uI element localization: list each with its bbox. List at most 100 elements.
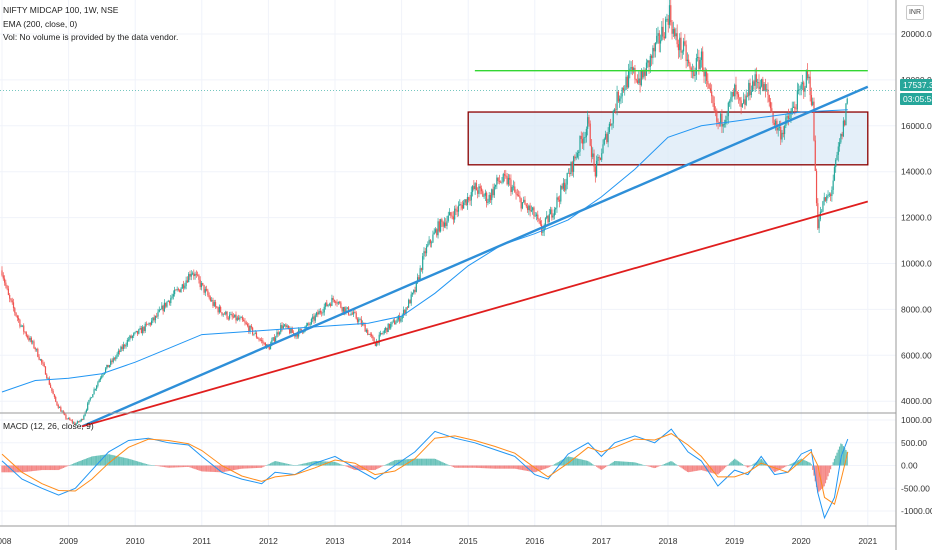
candle-body: [549, 209, 552, 215]
candle-body: [603, 138, 605, 145]
candle-body: [340, 302, 342, 308]
macd-histogram-bar: [753, 463, 755, 466]
candle-body: [616, 91, 618, 110]
macd-histogram-bar: [749, 465, 751, 467]
candle-body: [41, 359, 43, 363]
candle-body: [465, 199, 467, 206]
macd-histogram-bar: [385, 464, 387, 466]
macd-histogram-bar: [803, 459, 805, 466]
candle-body: [202, 282, 204, 285]
price-tick-label: 6000.00: [901, 350, 932, 360]
macd-histogram-bar: [790, 463, 792, 466]
macd-histogram-bar: [289, 464, 291, 466]
candle-body: [373, 338, 375, 344]
candle-body: [308, 323, 310, 325]
candle-body: [670, 5, 672, 23]
candle-body: [423, 251, 425, 257]
time-tick-label: 2014: [392, 536, 411, 546]
macd-histogram-bar: [461, 465, 463, 468]
candle-body: [649, 55, 651, 67]
candle-body: [634, 67, 636, 80]
candle-body: [594, 166, 596, 177]
macd-histogram-bar: [533, 465, 535, 473]
macd-histogram-bar: [184, 465, 186, 468]
candle-body: [778, 126, 781, 128]
macd-histogram-bar: [434, 458, 437, 466]
candle-body: [587, 117, 589, 129]
candle-body: [149, 322, 151, 325]
macd-histogram-bar: [455, 465, 457, 468]
candle-body: [700, 51, 703, 61]
currency-button[interactable]: INR: [906, 5, 924, 20]
macd-histogram-bar: [827, 465, 829, 477]
macd-histogram-bar: [181, 465, 183, 468]
candle-body: [689, 63, 691, 68]
candle-body: [530, 210, 532, 212]
candle-body: [225, 311, 227, 315]
macd-histogram-bar: [675, 464, 677, 466]
macd-histogram-bar: [191, 465, 194, 469]
macd-histogram-bar: [532, 465, 534, 472]
candle-body: [107, 364, 109, 368]
candle-body: [543, 225, 545, 232]
macd-histogram-bar: [356, 465, 359, 471]
macd-histogram-bar: [405, 459, 407, 466]
candle-body: [810, 95, 813, 105]
candle-body: [388, 323, 391, 329]
macd-histogram-bar: [544, 465, 547, 469]
macd-histogram-bar: [218, 465, 220, 473]
candle-body: [203, 284, 205, 293]
macd-histogram-bar: [272, 461, 274, 466]
candle-body: [622, 87, 625, 91]
candle-body: [35, 348, 38, 350]
candle-body: [180, 288, 182, 293]
macd-histogram-bar: [521, 465, 524, 471]
candle-body: [353, 312, 355, 315]
macd-histogram-bar: [211, 465, 213, 472]
macd-histogram-bar: [148, 464, 150, 466]
candle-body: [463, 202, 465, 209]
macd-histogram-bar: [213, 465, 215, 472]
macd-histogram-bar: [785, 465, 787, 467]
candle-body: [842, 120, 844, 137]
macd-histogram-bar: [25, 465, 27, 472]
candle-body: [296, 334, 298, 337]
candle-body: [722, 123, 724, 127]
candle-body: [567, 172, 570, 174]
macd-histogram-bar: [67, 465, 70, 466]
candle-body: [338, 301, 341, 303]
macd-histogram-bar: [364, 465, 366, 471]
candle-body: [565, 184, 567, 191]
candle-body: [455, 208, 457, 211]
macd-histogram-bar: [551, 465, 553, 466]
candle-body: [102, 374, 104, 376]
macd-histogram-bar: [690, 465, 692, 472]
candle-body: [759, 86, 761, 90]
candle-body: [134, 332, 136, 334]
candle-body: [3, 278, 6, 283]
macd-histogram-bar: [69, 465, 71, 466]
candle-body: [672, 29, 674, 34]
candle-body: [367, 330, 369, 335]
candle-body: [167, 300, 169, 302]
macd-histogram-bar: [661, 465, 663, 466]
macd-histogram-bar: [268, 463, 270, 466]
macd-histogram-bar: [170, 465, 172, 468]
macd-histogram-bar: [84, 458, 86, 466]
candle-body: [319, 310, 322, 313]
candle-body: [615, 109, 617, 111]
candle-body: [679, 37, 681, 51]
candle-body: [653, 47, 655, 52]
macd-histogram-bar: [419, 458, 421, 466]
macd-histogram-bar: [663, 463, 665, 466]
candle-body: [815, 170, 818, 204]
candle-body: [551, 209, 553, 218]
candle-body: [441, 219, 443, 222]
candle-body: [448, 212, 451, 216]
candle-body: [44, 366, 47, 375]
candle-body: [188, 273, 190, 283]
macd-histogram-bar: [558, 461, 561, 466]
macd-histogram-bar: [367, 465, 369, 471]
price-tick-label: 20000.00: [901, 29, 932, 39]
